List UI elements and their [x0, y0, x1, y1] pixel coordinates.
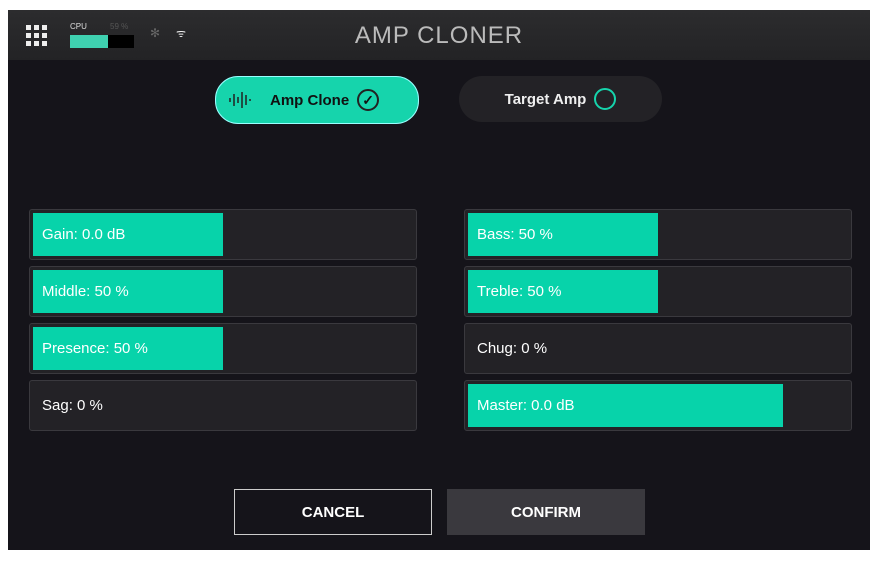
cpu-value: 59 % [110, 22, 129, 31]
slider-label: Treble: 50 % [477, 283, 562, 300]
slider-presence[interactable]: Presence: 50 % [29, 323, 417, 374]
top-bar: CPU 59 % ✻ ᯤ AMP CLONER [8, 10, 870, 60]
slider-fill [33, 213, 223, 256]
slider-treble[interactable]: Treble: 50 % [464, 266, 852, 317]
bluetooth-icon: ✻ [150, 26, 161, 40]
slider-label: Gain: 0.0 dB [42, 226, 126, 243]
screen: CPU 59 % ✻ ᯤ AMP CLONER Amp Clone ✓ Targ… [8, 10, 870, 550]
apps-grid-icon[interactable] [26, 25, 47, 46]
slider-middle[interactable]: Middle: 50 % [29, 266, 417, 317]
cpu-meter-fill [70, 35, 108, 48]
slider-label: Presence: 50 % [42, 340, 148, 357]
slider-fill [33, 327, 223, 370]
cpu-meter [70, 35, 134, 48]
slider-master[interactable]: Master: 0.0 dB [464, 380, 852, 431]
slider-label: Bass: 50 % [477, 226, 553, 243]
slider-label: Chug: 0 % [477, 340, 548, 357]
confirm-button[interactable]: CONFIRM [447, 489, 645, 535]
slider-fill [33, 270, 223, 313]
slider-fill [468, 384, 784, 427]
slider-fill [468, 213, 658, 256]
tab-label: Amp Clone [270, 91, 350, 109]
slider-gain[interactable]: Gain: 0.0 dB [29, 209, 417, 260]
tab-target-amp[interactable]: Target Amp [459, 76, 662, 122]
slider-sag[interactable]: Sag: 0 % [29, 380, 417, 431]
slider-chug[interactable]: Chug: 0 % [464, 323, 852, 374]
slider-bass[interactable]: Bass: 50 % [464, 209, 852, 260]
slider-label: Master: 0.0 dB [477, 397, 575, 414]
cpu-label: CPU [70, 22, 87, 31]
tab-amp-clone[interactable]: Amp Clone ✓ [215, 76, 419, 124]
cancel-button[interactable]: CANCEL [234, 489, 432, 535]
slider-fill [468, 270, 658, 313]
tab-label: Target Amp [504, 90, 587, 108]
check-circle-icon: ✓ [357, 89, 380, 111]
slider-label: Middle: 50 % [42, 283, 129, 300]
waveform-icon [229, 92, 251, 108]
page-title: AMP CLONER [354, 22, 524, 49]
wifi-icon: ᯤ [176, 28, 187, 40]
radio-circle-icon [594, 88, 617, 110]
slider-label: Sag: 0 % [42, 397, 103, 414]
